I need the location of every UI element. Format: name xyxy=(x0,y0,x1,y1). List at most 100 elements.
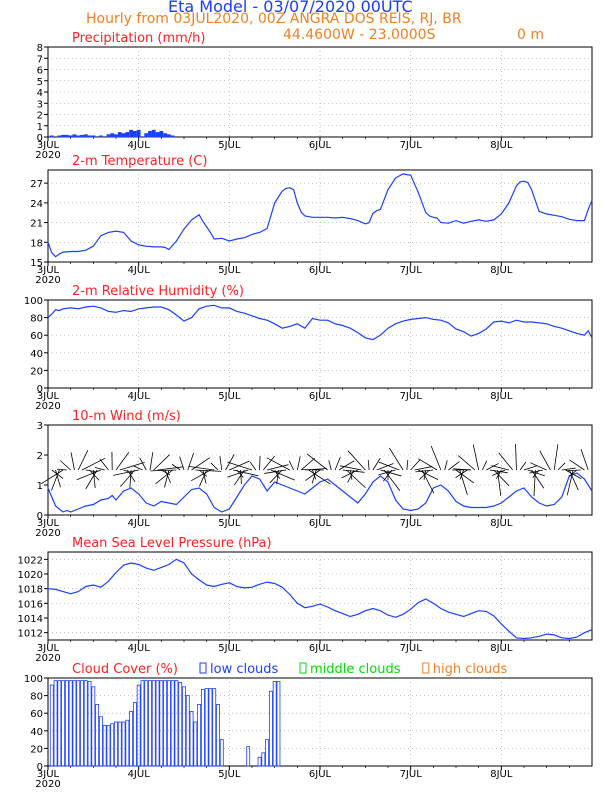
data-point xyxy=(115,572,117,573)
wind-arrow xyxy=(56,468,67,471)
data-point xyxy=(221,511,223,513)
data-point xyxy=(206,305,208,307)
wind-arrow xyxy=(415,469,434,473)
data-point xyxy=(576,636,578,638)
data-point xyxy=(100,235,102,237)
data-point xyxy=(448,490,449,492)
bar xyxy=(140,680,145,767)
data-point xyxy=(108,232,109,233)
wind-arrow xyxy=(455,469,475,484)
bar xyxy=(53,680,58,767)
bar xyxy=(276,681,281,767)
data-point xyxy=(153,505,155,507)
data-point xyxy=(538,211,540,212)
x-tick-label: 5JUL xyxy=(218,769,241,780)
bar xyxy=(129,129,134,138)
x-tick-label: 5JUL xyxy=(218,265,241,276)
wind-arrow xyxy=(164,469,170,488)
x-tick-label: 5JUL xyxy=(218,391,241,402)
wind-arrow xyxy=(410,459,421,471)
x-tick-label: 6JUL xyxy=(309,518,332,529)
data-point xyxy=(327,478,328,480)
data-point xyxy=(327,319,328,321)
data-point xyxy=(516,637,517,639)
data-point xyxy=(285,188,287,189)
data-point xyxy=(387,481,389,483)
data-point xyxy=(312,318,313,319)
data-point xyxy=(296,602,298,604)
data-point xyxy=(372,212,374,214)
data-point xyxy=(436,217,438,219)
y-tick-label: 80 xyxy=(30,692,43,703)
wind-arrow xyxy=(129,469,132,488)
y-tick-label: 3 xyxy=(37,421,43,432)
wind-arrow xyxy=(568,469,579,491)
y-tick-label: 0 xyxy=(37,762,43,773)
bar xyxy=(151,129,156,138)
data-point xyxy=(334,217,336,219)
wind-arrow xyxy=(269,469,283,484)
data-point xyxy=(516,185,517,187)
wind-arrow xyxy=(99,458,109,471)
data-point xyxy=(66,510,68,511)
wind-arrow xyxy=(519,461,527,471)
bar xyxy=(136,684,141,767)
wind-arrow xyxy=(120,469,136,487)
bar xyxy=(98,716,103,767)
data-point xyxy=(145,502,147,504)
data-point xyxy=(312,605,313,607)
data-point xyxy=(213,304,215,306)
panel-title: Precipitation (mm/h) xyxy=(72,31,205,46)
bar xyxy=(110,133,115,138)
wind-arrow xyxy=(421,469,435,494)
data-point xyxy=(51,313,53,315)
bar xyxy=(106,134,111,138)
bar xyxy=(68,680,73,767)
data-point xyxy=(221,237,223,239)
x-tick-label: 7JUL xyxy=(400,265,423,276)
y-tick-label: 60 xyxy=(30,709,43,720)
x-tick-label: 3JUL xyxy=(37,518,60,529)
data-point xyxy=(160,306,162,308)
data-point xyxy=(266,581,268,583)
y-tick-label: 27 xyxy=(30,179,43,190)
wind-arrow xyxy=(40,469,64,485)
bar xyxy=(72,680,77,767)
data-point xyxy=(455,501,457,502)
data-point xyxy=(342,613,344,614)
data-point xyxy=(92,245,94,247)
data-point xyxy=(364,610,366,612)
wind-arrow xyxy=(376,463,394,471)
x-tick-label: 6JUL xyxy=(309,643,332,654)
x-tick-label: 2020 xyxy=(35,275,60,286)
data-point xyxy=(274,323,276,325)
wind-arrow xyxy=(430,445,442,471)
data-point xyxy=(108,580,109,582)
wind-arrow xyxy=(157,466,184,471)
bar xyxy=(132,130,137,138)
wind-arrow xyxy=(119,462,145,471)
data-point xyxy=(51,496,53,498)
wind-arrow xyxy=(266,457,290,471)
bar xyxy=(129,711,134,767)
wind-arrow xyxy=(561,467,576,471)
wind-arrow xyxy=(495,469,502,479)
x-tick-label: 2020 xyxy=(35,653,60,664)
data-point xyxy=(402,173,404,175)
wind-arrow xyxy=(339,465,362,471)
data-point xyxy=(70,593,72,595)
data-point xyxy=(296,202,298,204)
bar xyxy=(91,135,96,138)
data-point xyxy=(553,504,555,505)
data-point xyxy=(300,211,302,213)
y-tick-label: 100 xyxy=(24,674,43,685)
x-tick-label: 5JUL xyxy=(218,140,241,151)
wind-arrow xyxy=(70,452,75,471)
wind-arrow xyxy=(264,469,287,474)
data-point xyxy=(92,305,94,307)
data-point xyxy=(561,496,563,498)
data-point xyxy=(402,613,404,615)
data-point xyxy=(546,213,548,215)
data-point xyxy=(145,245,147,247)
